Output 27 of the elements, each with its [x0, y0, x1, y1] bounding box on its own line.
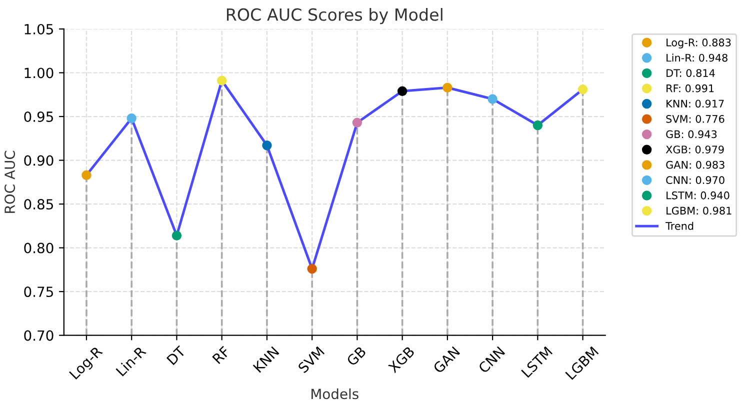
x-tick-label: GB — [346, 346, 367, 366]
legend-label: CNN: 0.970 — [666, 176, 724, 184]
y-tick-label: 0.70 — [24, 330, 54, 341]
y-tick-label: 1.05 — [24, 24, 53, 34]
x-axis-title: Models — [312, 388, 358, 400]
legend-label: XGB: 0.979 — [666, 146, 724, 154]
legend-label: Trend — [666, 222, 694, 230]
chart-title: ROC AUC Scores by Model — [226, 8, 442, 24]
legend-label: Lin-R: 0.948 — [666, 54, 728, 62]
y-axis-title: ROC AUC — [4, 150, 16, 213]
legend-label: LGBM: 0.981 — [666, 206, 732, 215]
legend-label: RF: 0.991 — [666, 84, 714, 92]
y-tick-label: 0.75 — [24, 286, 53, 298]
y-tick-label: 0.80 — [24, 242, 54, 254]
legend-label: Log-R: 0.883 — [666, 38, 731, 48]
y-tick-label: 0.85 — [24, 199, 53, 210]
legend-label: GB: 0.943 — [666, 130, 717, 138]
y-tick-label: 1.00 — [24, 68, 54, 78]
y-tick-label: 0.90 — [24, 155, 54, 166]
legend-label: KNN: 0.917 — [666, 100, 724, 108]
legend-label: SVM: 0.776 — [666, 114, 724, 123]
legend-label: GAN: 0.983 — [666, 160, 724, 169]
x-tick-label: DT — [166, 345, 186, 366]
y-tick-label: 0.95 — [24, 111, 53, 122]
legend-label: DT: 0.814 — [666, 69, 715, 77]
x-tick-label: RF — [212, 346, 230, 364]
legend-label: LSTM: 0.940 — [666, 191, 730, 200]
